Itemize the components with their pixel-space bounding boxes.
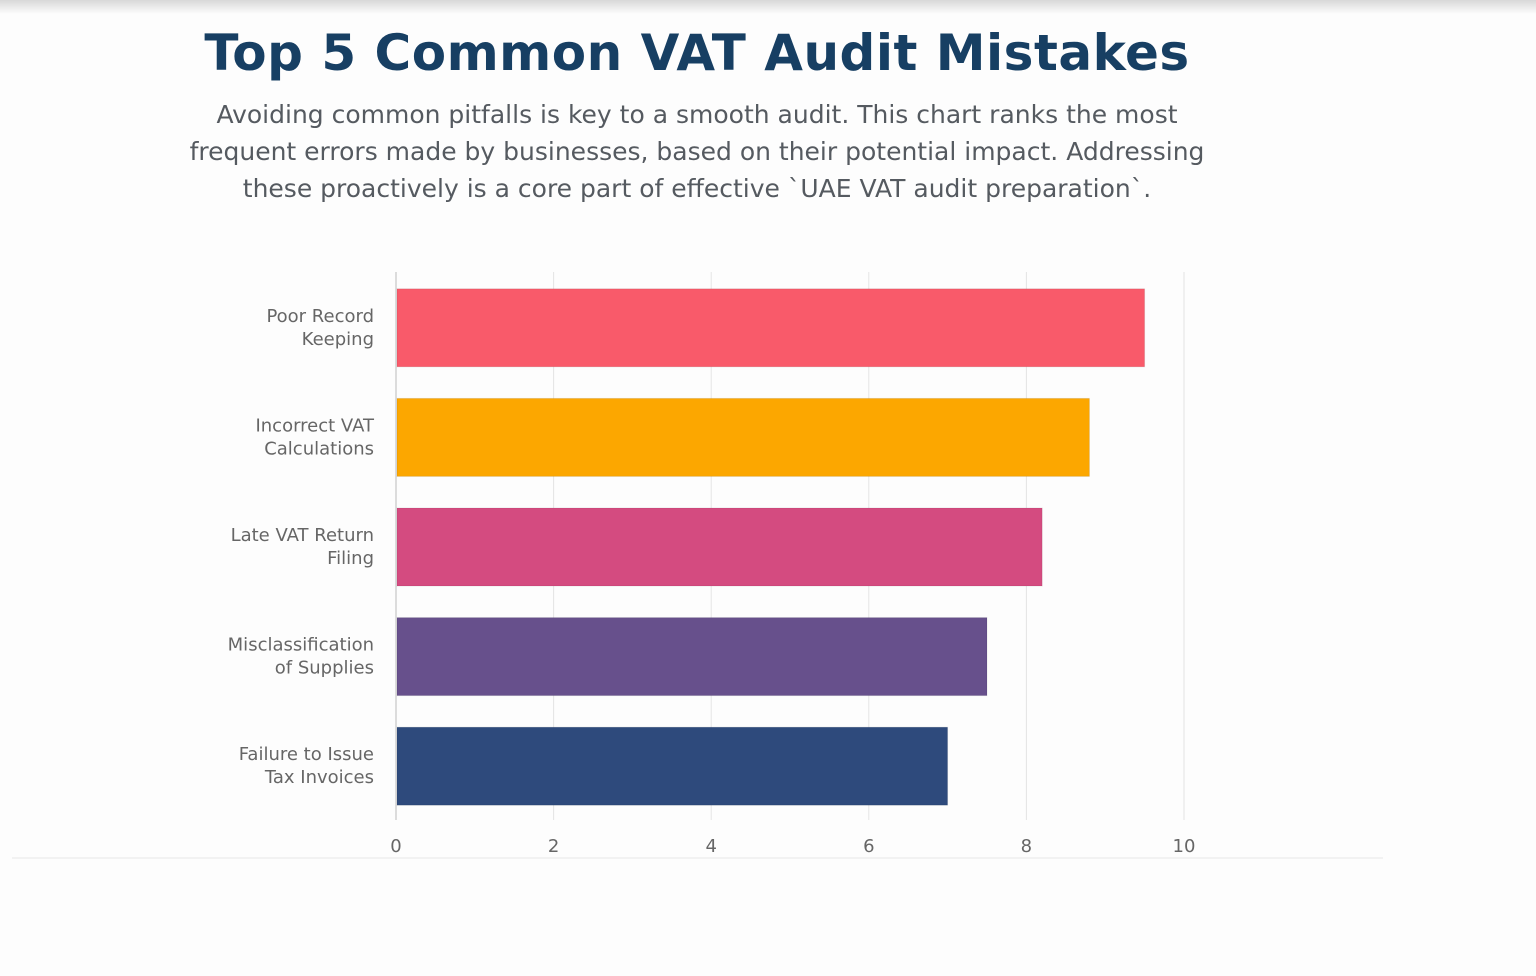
y-category-label: Tax Invoices bbox=[264, 767, 374, 788]
bar bbox=[396, 726, 949, 806]
y-category-label: Poor Record bbox=[266, 306, 374, 327]
y-category-label: Misclassification bbox=[228, 635, 374, 656]
y-category-label: Failure to Issue bbox=[239, 744, 374, 765]
bar bbox=[396, 507, 1043, 587]
y-category-label: Late VAT Return bbox=[231, 525, 374, 546]
top-shade bbox=[0, 0, 1536, 14]
subtitle-line: Avoiding common pitfalls is key to a smo… bbox=[216, 100, 1178, 129]
chart-subtitle: Avoiding common pitfalls is key to a smo… bbox=[40, 96, 1354, 207]
bar bbox=[396, 617, 988, 697]
x-tick-label: 2 bbox=[548, 836, 559, 857]
x-tick-label: 4 bbox=[705, 836, 716, 857]
x-tick-label: 0 bbox=[390, 836, 401, 857]
x-tick-label: 10 bbox=[1173, 836, 1196, 857]
y-category-label: Calculations bbox=[264, 438, 374, 459]
x-tick-label: 8 bbox=[1021, 836, 1032, 857]
bar bbox=[396, 397, 1090, 477]
subtitle-line: frequent errors made by businesses, base… bbox=[189, 137, 1205, 166]
y-category-label: Filing bbox=[327, 548, 374, 569]
subtitle-line: these proactively is a core part of effe… bbox=[242, 174, 1152, 203]
bar bbox=[396, 288, 1146, 368]
y-category-label: Keeping bbox=[302, 329, 374, 350]
chart-title: Top 5 Common VAT Audit Mistakes bbox=[204, 24, 1190, 82]
y-category-label: of Supplies bbox=[275, 658, 374, 679]
x-tick-label: 6 bbox=[863, 836, 874, 857]
y-category-label: Incorrect VAT bbox=[255, 415, 375, 436]
